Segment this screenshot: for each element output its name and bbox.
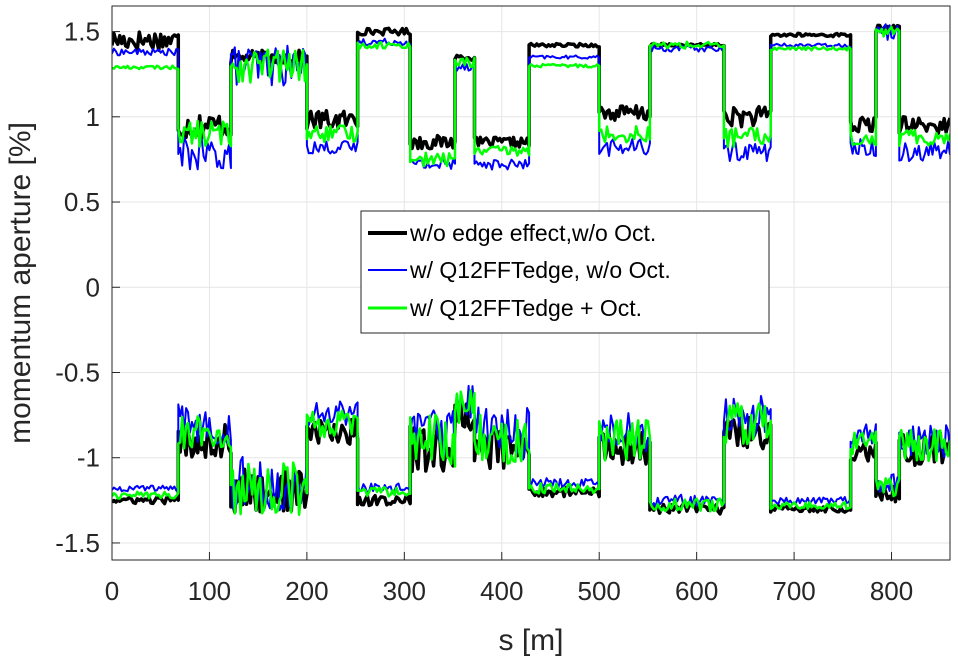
y-tick-label: 0.5 (64, 187, 100, 217)
x-tick-label: 700 (772, 576, 815, 606)
legend-entry-edge-oct: w/ Q12FFTedge + Oct. (409, 295, 642, 321)
series-2-upper-line (112, 25, 950, 168)
x-tick-label: 300 (383, 576, 426, 606)
x-tick-label: 800 (870, 576, 913, 606)
y-axis-label: momentum aperture [%] (4, 122, 37, 444)
legend: w/o edge effect,w/o Oct. w/ Q12FFTedge, … (360, 210, 770, 334)
legend-box (360, 210, 770, 334)
x-tick-label: 100 (188, 576, 231, 606)
y-tick-label: -1 (77, 443, 100, 473)
legend-entry-edge-no-oct: w/ Q12FFTedge, w/o Oct. (409, 257, 671, 283)
series-lines (112, 23, 950, 517)
series-2-lower-line (112, 389, 950, 517)
y-tick-label: 1.5 (64, 17, 100, 47)
x-tick-label: 500 (578, 576, 621, 606)
x-tick-label: 0 (105, 576, 119, 606)
series-0-upper-line (112, 23, 950, 151)
y-tick-label: 0 (86, 272, 100, 302)
x-tick-label: 200 (285, 576, 328, 606)
plot-frame (111, 5, 951, 561)
x-tick-label: 400 (480, 576, 523, 606)
y-tick-label: -1.5 (55, 528, 100, 558)
axis-ticks: 0 100 200 300 400 500 600 700 800 -1.5 -1 -0.5 0 0.5 1… (55, 17, 913, 606)
legend-entry-no-edge: w/o edge effect,w/o Oct. (409, 220, 656, 246)
y-tick-label: -0.5 (55, 357, 100, 387)
x-axis-label: s [m] (499, 624, 564, 657)
y-tick-label: 1 (86, 102, 100, 132)
x-tick-label: 600 (675, 576, 718, 606)
